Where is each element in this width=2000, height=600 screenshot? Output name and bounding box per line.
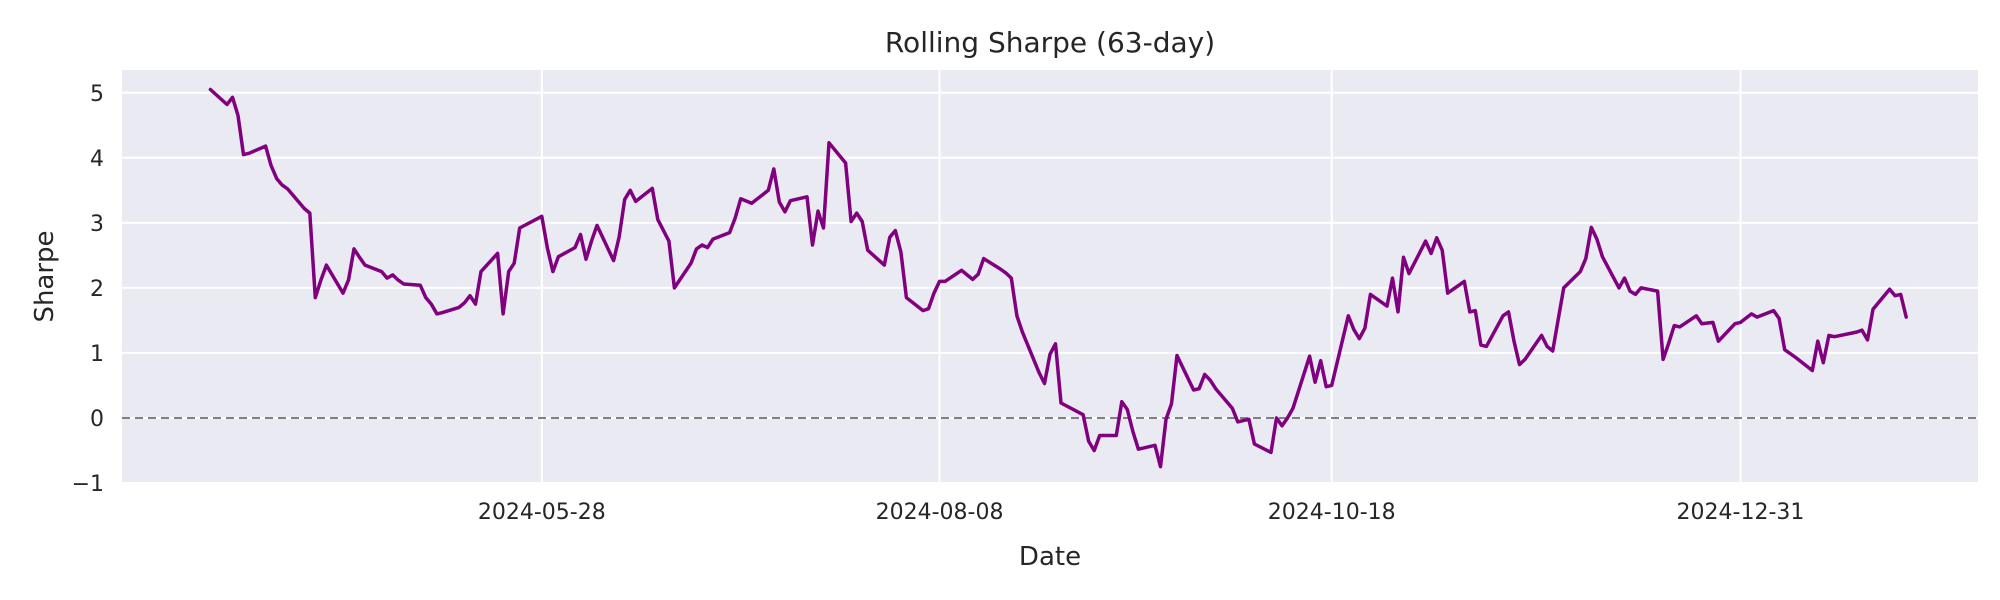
y-tick-label: 0 [90,407,104,432]
y-tick-label: 3 [90,212,104,237]
x-tick-label: 2024-08-08 [876,500,1004,525]
x-tick-label: 2024-10-18 [1268,500,1396,525]
x-axis-label: Date [1019,542,1081,572]
x-tick-label: 2024-12-31 [1677,500,1805,525]
y-tick-label: −1 [72,472,104,497]
series-layer [208,87,1908,469]
plot-area [122,70,1978,483]
tick-labels: −1 0 1 2 3 4 5 2024-05-28 2024-08-08 2024-10-18 20… [72,82,1805,525]
x-tick-label: 2024-05-28 [478,500,606,525]
chart-title: Rolling Sharpe (63-day) [885,26,1215,59]
y-tick-label: 2 [90,277,104,302]
y-axis-label: Sharpe [30,230,60,322]
grid-lines [122,70,1978,484]
sharpe-series-line [208,87,1908,469]
y-tick-label: 5 [90,82,104,107]
y-tick-label: 1 [90,342,104,367]
y-tick-label: 4 [90,147,104,172]
